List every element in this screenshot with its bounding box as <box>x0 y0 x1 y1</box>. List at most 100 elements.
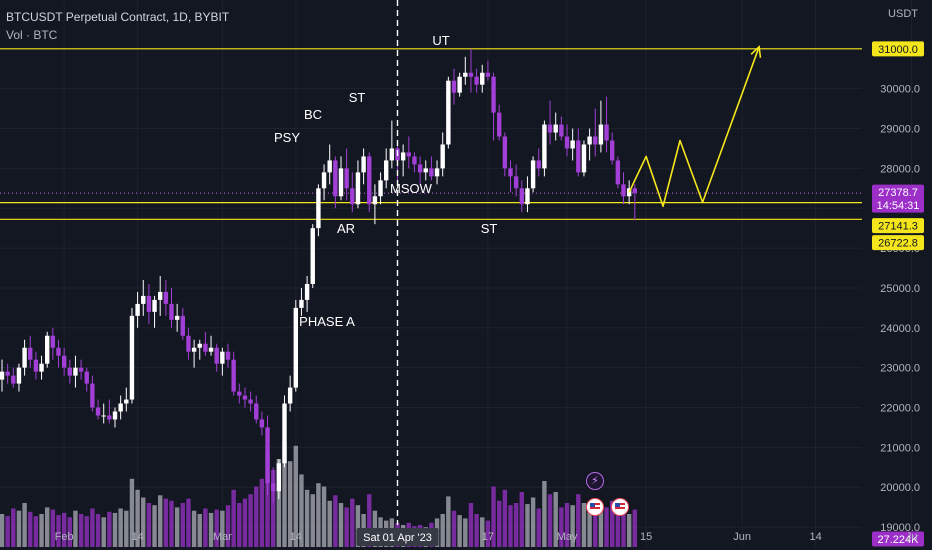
candle-body <box>553 124 558 133</box>
volume-bar <box>598 505 604 547</box>
volume-bar <box>254 486 259 547</box>
price-tick-label: 29000.0 <box>880 124 920 136</box>
volume-bar <box>78 514 84 547</box>
candle-body <box>564 136 570 149</box>
candle-body <box>186 335 191 352</box>
price-tick-label: 22000.0 <box>880 403 920 415</box>
volume-bar <box>67 517 72 547</box>
symbol-title[interactable]: BTCUSDT Perpetual Contract, 1D, BYBIT <box>6 10 230 24</box>
price-tag-level[interactable] <box>872 41 924 57</box>
price-tag-level[interactable] <box>872 235 924 251</box>
volume-bar <box>129 478 135 547</box>
volume-bar <box>497 500 502 547</box>
candle-body <box>254 403 259 420</box>
candle-body <box>129 315 135 400</box>
candle-body <box>33 359 39 372</box>
time-tick-label: 14 <box>809 531 821 543</box>
cursor-date-tag[interactable] <box>356 528 439 546</box>
candle-body <box>355 172 361 205</box>
volume-bar <box>248 494 253 547</box>
candle-body <box>45 335 50 364</box>
candle-body <box>225 351 231 360</box>
volume-bar <box>61 512 67 547</box>
price-tag-countdown[interactable] <box>872 197 924 213</box>
price-tag-level[interactable] <box>872 218 924 234</box>
candle-body <box>174 315 180 320</box>
volume-bar <box>112 512 118 547</box>
us-flag-icon[interactable] <box>586 498 604 516</box>
candle-body <box>112 411 118 420</box>
candle-body <box>525 188 530 205</box>
candle-body <box>361 156 366 173</box>
volume-bar <box>468 503 474 547</box>
time-tick-label: Feb <box>55 531 74 543</box>
candle-body <box>497 112 502 137</box>
volume-bar <box>135 489 140 547</box>
candle-body <box>372 196 378 205</box>
candle-body <box>0 371 5 380</box>
volume-bar <box>118 508 123 547</box>
time-axis[interactable]: Feb 14 Mar 14 17 May 15 Jun 14 Ju Sat 01 Apr '23 <box>55 528 918 546</box>
annotation-label: ST <box>481 221 498 236</box>
candle-body <box>412 156 417 165</box>
price-tag-price[interactable] <box>872 184 924 200</box>
volume-bar <box>519 492 524 547</box>
candle-body <box>491 76 496 113</box>
candle-body <box>423 168 428 173</box>
candle-body <box>598 124 604 145</box>
candle-body <box>293 307 298 388</box>
volume-bar <box>39 514 44 547</box>
projection-arrowhead <box>750 45 762 58</box>
volume-bar <box>587 510 592 547</box>
volume-bar <box>547 494 553 547</box>
volume-bar <box>50 509 56 547</box>
volume-bar <box>287 461 293 547</box>
candle-body <box>463 72 468 77</box>
candle-body <box>299 299 304 308</box>
price-tag-volume[interactable] <box>872 531 924 547</box>
price-tag-text: 14:54:31 <box>877 200 920 212</box>
volume-bar <box>271 470 276 547</box>
us-flag-icon[interactable] <box>611 498 629 516</box>
candle-body <box>576 140 581 173</box>
volume-bar <box>84 516 89 547</box>
volume-bar <box>553 492 558 547</box>
volume-bar <box>282 442 287 547</box>
time-tick-label: 14 <box>290 531 302 543</box>
volume-bar <box>158 495 163 547</box>
flash-icon[interactable]: ⚡ <box>586 472 604 490</box>
volume-bar <box>124 510 129 547</box>
price-tick-label: 25000.0 <box>880 283 920 295</box>
volume-bar <box>542 481 547 547</box>
volume-bar <box>525 504 530 547</box>
volume-bar <box>536 508 541 547</box>
volume-bar <box>333 495 338 547</box>
volume-bar <box>107 511 112 547</box>
volume-bar <box>101 517 106 547</box>
volume-bar <box>355 505 361 547</box>
volume-bar <box>367 494 372 547</box>
chart-legend: BTCUSDT Perpetual Contract, 1D, BYBIT Vo… <box>6 8 229 44</box>
volume-bar <box>265 453 270 547</box>
annotation-label: PSY <box>274 130 300 145</box>
time-tick-label: Mar <box>213 531 232 543</box>
price-tag-text: 27.224K <box>878 534 920 546</box>
annotation-label: PHASE A <box>299 314 355 329</box>
volume-bar <box>0 514 5 547</box>
volume-bar <box>338 503 344 547</box>
candle-body <box>259 419 265 428</box>
candle-body <box>78 367 84 372</box>
volume-bar <box>474 514 479 547</box>
candle-body <box>446 80 451 145</box>
price-axis[interactable]: 19000.0 20000.0 21000.0 22000.0 23000.0 24000… <box>872 41 924 547</box>
volume-bar <box>581 503 587 547</box>
price-tick-label: 19000.0 <box>880 522 920 534</box>
candle-body <box>451 80 457 93</box>
annotations: UT ST BC PSY MSOW AR ST PHASE A <box>274 33 497 329</box>
price-tag-text: 27378.7 <box>878 187 918 199</box>
volume-bar <box>174 507 180 547</box>
candle-body <box>242 395 248 400</box>
volume-legend[interactable]: Vol · BTC <box>6 28 58 42</box>
candle-body <box>141 295 146 304</box>
candle-body <box>530 160 536 189</box>
